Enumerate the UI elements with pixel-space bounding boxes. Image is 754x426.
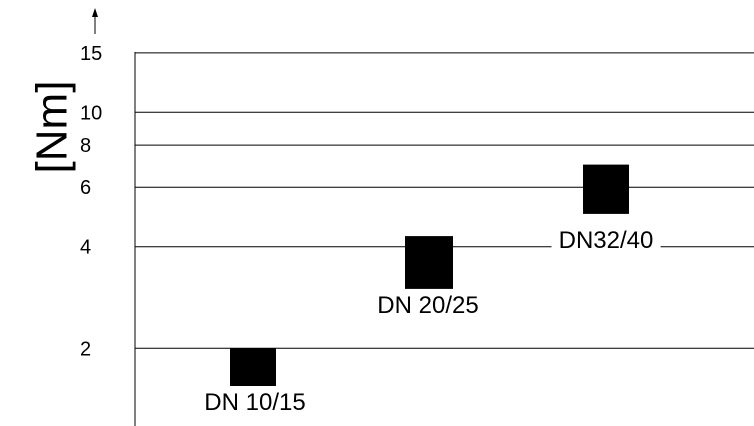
category-label: DN 20/25 bbox=[377, 292, 478, 319]
range-bar bbox=[405, 236, 453, 289]
y-tick-label: 10 bbox=[80, 102, 102, 124]
y-tick-label: 8 bbox=[80, 135, 91, 157]
category-label-background bbox=[193, 386, 317, 418]
y-axis-arrow bbox=[92, 8, 98, 34]
category-label: DN32/40 bbox=[559, 227, 654, 254]
y-tick-label: 6 bbox=[80, 177, 91, 199]
category-label: DN 10/15 bbox=[204, 389, 305, 416]
category-label-background bbox=[366, 289, 490, 321]
category-labels: DN 10/15 DN 20/25 DN32/40 bbox=[193, 224, 661, 418]
y-axis-arrow-head-icon bbox=[92, 8, 98, 17]
y-axis-label: [Nm] bbox=[28, 81, 77, 174]
range-bar bbox=[583, 164, 629, 214]
category-label-background bbox=[551, 224, 661, 256]
range-bars bbox=[230, 164, 629, 401]
y-tick-label: 15 bbox=[80, 43, 102, 65]
y-tick-labels: 2 4 6 8 10 15 bbox=[80, 43, 102, 360]
grid-lines bbox=[135, 52, 754, 349]
y-tick-label: 2 bbox=[80, 338, 91, 360]
y-tick-label: 4 bbox=[80, 237, 91, 259]
